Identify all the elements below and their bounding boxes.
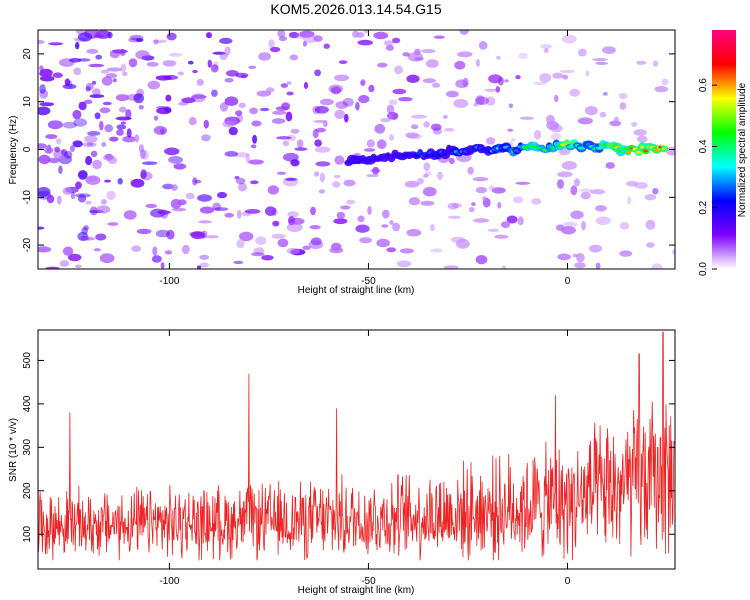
y-tick-label: 500 [22,352,33,369]
x-tick-label: -50 [361,276,376,287]
figure-title: KOM5.2026.013.14.54.G15 [270,1,441,17]
snr-ylabel: SNR (10 * v/v) [8,418,19,482]
colorbar-tick-label: 0.6 [698,78,709,92]
snr-panel: -100 -50 0 100 200 300 400 500 Height of straig… [8,329,676,596]
snr-xlabel: Height of straight line (km) [298,585,415,596]
spectrogram-ylabel: Frequency (Hz) [8,116,19,185]
spectrogram-noise [38,30,675,269]
x-tick-label: 0 [565,576,571,587]
spectrogram-xlabel: Height of straight line (km) [298,285,415,296]
snr-axes: -100 -50 0 100 200 300 400 500 [22,330,675,587]
colorbar-tick-label: 0.2 [698,200,709,214]
y-tick-label: 400 [22,395,33,412]
snr-frame [37,329,676,570]
y-tick-label: 10 [22,96,33,108]
colorbar-tick-label: 0.0 [698,262,709,276]
y-tick-label: 20 [22,48,33,60]
x-tick-label: -100 [159,276,179,287]
colorbar: 0.0 0.2 0.4 0.6 Normalized spectral amplitu… [698,30,748,276]
colorbar-tick-label: 0.4 [698,139,709,153]
y-tick-label: 0 [22,146,33,152]
snr-series-line [38,331,675,561]
x-tick-label: -100 [159,576,179,587]
spectrogram-signal-track [344,139,669,167]
x-tick-label: 0 [565,276,571,287]
y-tick-label: 100 [22,525,33,542]
x-tick-label: -50 [361,576,376,587]
y-tick-label: -10 [22,190,33,205]
y-tick-label: 200 [22,482,33,499]
y-tick-label: 300 [22,439,33,456]
colorbar-bar [712,30,736,269]
colorbar-label: Normalized spectral amplitude [737,82,748,217]
colorbar-ticks: 0.0 0.2 0.4 0.6 [698,78,717,276]
y-tick-label: -20 [22,237,33,252]
